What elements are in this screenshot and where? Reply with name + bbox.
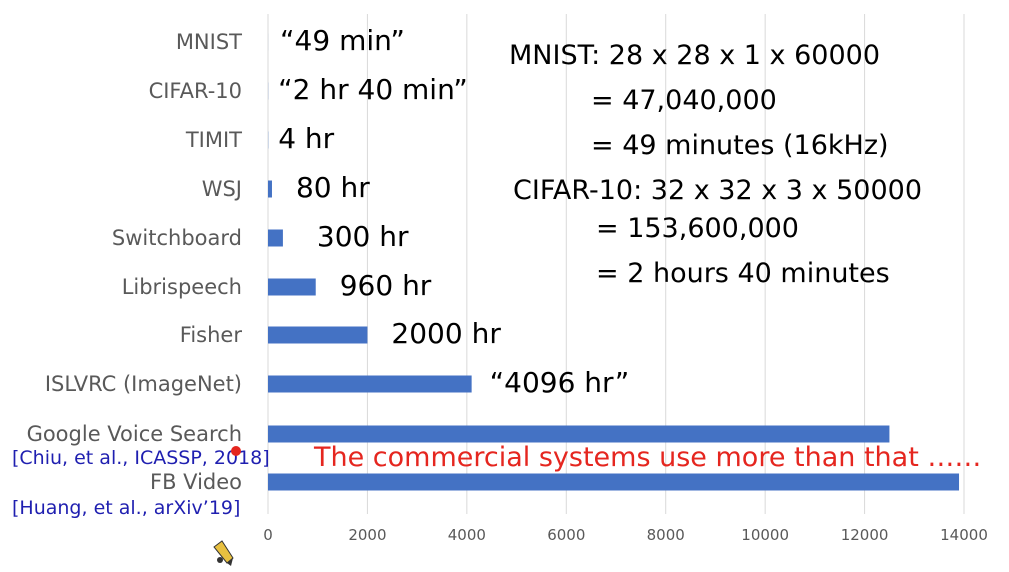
data-label: 960 hr <box>340 269 432 302</box>
bar <box>268 425 890 443</box>
category-label: TIMIT <box>185 128 242 152</box>
category-label: FB Video <box>150 470 242 494</box>
value-labels: “49 min” “2 hr 40 min” 4 hr 80 hr 300 hr 960 … <box>278 24 629 399</box>
category-label: CIFAR-10 <box>149 79 242 103</box>
x-tick-label: 12000 <box>841 526 889 544</box>
bar <box>268 180 272 198</box>
data-label: 2000 hr <box>391 317 501 350</box>
category-label: Switchboard <box>112 226 242 250</box>
category-label: ISLVRC (ImageNet) <box>45 372 242 396</box>
bars <box>268 33 960 491</box>
category-label: Google Voice Search <box>27 422 242 446</box>
x-tick-label: 0 <box>263 526 273 544</box>
bar <box>268 278 316 296</box>
citation-fb-video: [Huang, et al., arXiv’19] <box>12 497 240 519</box>
bar <box>268 375 472 393</box>
calc-line-6: = 2 hours 40 minutes <box>596 258 890 289</box>
bar <box>268 473 960 491</box>
category-labels: MNIST CIFAR-10 TIMIT WSJ Switchboard Librispe… <box>27 30 243 494</box>
bar <box>268 229 283 247</box>
data-label: 4 hr <box>278 122 334 155</box>
pen-cursor-icon <box>213 540 234 566</box>
x-tick-label: 8000 <box>647 526 685 544</box>
category-label: Fisher <box>180 323 243 347</box>
calc-line-4: CIFAR-10: 32 x 32 x 3 x 50000 <box>513 175 922 206</box>
category-label: WSJ <box>202 177 242 201</box>
grid-lines <box>267 14 965 514</box>
calc-line-1: MNIST: 28 x 28 x 1 x 60000 <box>509 40 880 71</box>
commercial-note: The commercial systems use more than tha… <box>313 442 981 473</box>
x-tick-labels: 0 2000 4000 6000 8000 10000 12000 14000 <box>263 526 988 544</box>
x-tick-label: 10000 <box>741 526 789 544</box>
data-label: “4096 hr” <box>490 366 630 399</box>
laser-pointer-dot <box>231 446 241 456</box>
x-tick-label: 2000 <box>348 526 386 544</box>
citation-google-voice-search: [Chiu, et al., ICASSP, 2018] <box>12 447 270 469</box>
data-label: 300 hr <box>317 220 409 253</box>
x-tick-label: 4000 <box>448 526 486 544</box>
calculation-notes: MNIST: 28 x 28 x 1 x 60000 = 47,040,000 … <box>509 40 922 289</box>
bar <box>268 326 368 344</box>
category-label: MNIST <box>176 30 242 54</box>
x-tick-label: 14000 <box>940 526 988 544</box>
data-label: “2 hr 40 min” <box>278 73 468 106</box>
calc-line-2: = 47,040,000 <box>591 85 777 116</box>
data-label: 80 hr <box>296 171 370 204</box>
x-tick-label: 6000 <box>547 526 585 544</box>
calc-line-5: = 153,600,000 <box>596 213 799 244</box>
category-label: Librispeech <box>122 275 242 299</box>
calc-line-3: = 49 minutes (16kHz) <box>591 130 889 161</box>
data-label: “49 min” <box>280 24 405 57</box>
